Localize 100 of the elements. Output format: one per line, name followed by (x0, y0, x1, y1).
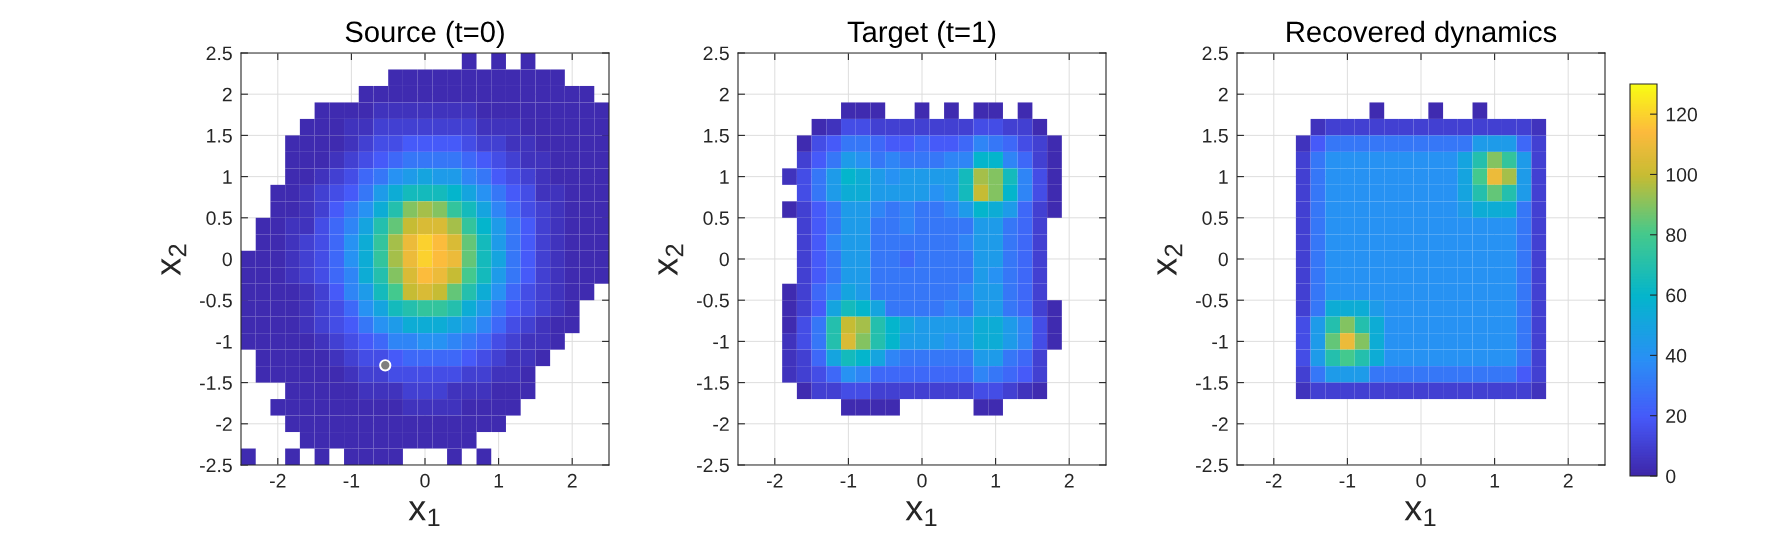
point (1413, 168, 1429, 185)
point (958, 283, 974, 301)
point (373, 448, 389, 465)
point (476, 234, 492, 251)
point (299, 300, 315, 317)
point (1472, 283, 1488, 301)
point (885, 184, 900, 202)
point (535, 201, 551, 218)
point (841, 333, 856, 350)
point (344, 184, 359, 202)
point (899, 382, 915, 400)
point (1340, 300, 1355, 317)
point (461, 300, 477, 317)
point (914, 283, 930, 301)
point (432, 415, 448, 433)
point (1002, 118, 1018, 136)
point (314, 300, 330, 317)
point (1340, 135, 1355, 152)
point (1457, 267, 1473, 284)
point (550, 267, 565, 284)
point (973, 333, 989, 350)
point (1325, 151, 1341, 169)
point (1369, 118, 1385, 136)
point (826, 135, 842, 152)
point (1340, 366, 1355, 383)
point (1369, 333, 1385, 350)
point (1472, 382, 1488, 400)
point (520, 316, 536, 334)
point (1443, 168, 1458, 185)
point (885, 135, 900, 152)
point (550, 168, 565, 185)
point (899, 366, 915, 383)
point (476, 69, 492, 86)
point (432, 118, 448, 136)
point (388, 267, 403, 284)
point (402, 250, 418, 268)
point (1398, 151, 1414, 169)
point (885, 168, 900, 185)
point (358, 85, 374, 103)
point (314, 217, 330, 235)
x-axis-title: x$_{1}$ (408, 501, 440, 527)
point (564, 201, 580, 218)
point (461, 283, 477, 301)
point (535, 102, 551, 119)
point (329, 300, 345, 317)
point (358, 135, 374, 152)
point (1457, 366, 1473, 383)
point (1002, 382, 1018, 400)
point (550, 85, 565, 103)
point (402, 201, 418, 218)
point (1472, 118, 1488, 136)
point (491, 102, 506, 119)
point (885, 316, 900, 334)
point (1340, 382, 1355, 400)
y-tick-label: 0.5 (703, 211, 729, 226)
point (1354, 267, 1370, 284)
point (1002, 316, 1018, 334)
point (476, 151, 492, 169)
point (1369, 168, 1385, 185)
point (388, 184, 403, 202)
point (579, 85, 595, 103)
point (314, 333, 330, 350)
point (1501, 118, 1517, 136)
point (402, 283, 418, 301)
point (870, 382, 886, 400)
point (358, 234, 374, 251)
point (388, 316, 403, 334)
point (476, 399, 492, 416)
point (944, 366, 959, 383)
point (520, 250, 536, 268)
point (329, 333, 345, 350)
point (594, 135, 609, 152)
point (1472, 250, 1488, 268)
point (520, 267, 536, 284)
point (417, 366, 433, 383)
point (899, 283, 915, 301)
point (914, 333, 930, 350)
point (1531, 382, 1547, 400)
point (1398, 267, 1414, 284)
point (855, 168, 871, 185)
point (1443, 316, 1458, 334)
point (1457, 118, 1473, 136)
point (1017, 118, 1033, 136)
point (944, 135, 959, 152)
point (1501, 333, 1517, 350)
point (1413, 300, 1429, 317)
point (535, 250, 551, 268)
point (344, 135, 359, 152)
point (299, 382, 315, 400)
point (535, 217, 551, 235)
point (564, 85, 580, 103)
point (579, 250, 595, 268)
point (447, 267, 462, 284)
point (870, 184, 886, 202)
point (564, 135, 580, 152)
point (329, 217, 345, 235)
point (505, 85, 521, 103)
point (447, 250, 462, 268)
point (329, 135, 345, 152)
point (535, 135, 551, 152)
